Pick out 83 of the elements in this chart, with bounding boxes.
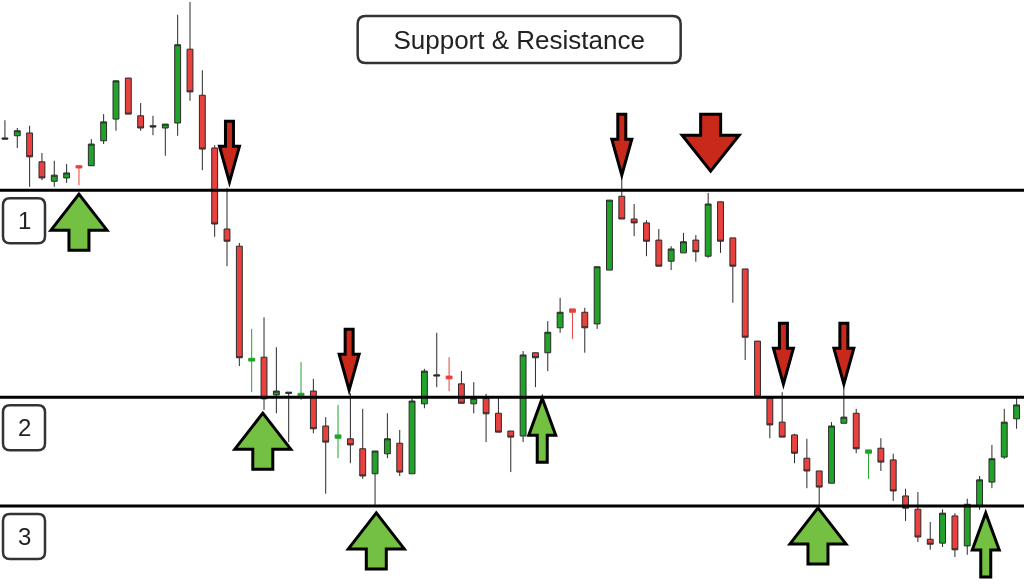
candlestick — [988, 444, 996, 489]
candlestick — [729, 237, 737, 304]
candlestick — [680, 232, 687, 254]
candlestick — [741, 268, 749, 361]
candlestick — [13, 127, 21, 149]
candlestick — [433, 332, 441, 388]
candlestick — [828, 421, 835, 484]
candlestick — [939, 508, 947, 548]
annotation: 1 — [18, 207, 32, 234]
candlestick — [272, 346, 280, 414]
candlestick — [149, 115, 157, 136]
candlestick — [186, 1, 194, 102]
candlestick — [63, 163, 71, 184]
candlestick — [507, 430, 515, 473]
candlestick — [519, 350, 527, 443]
candlestick — [643, 219, 650, 257]
annotation: 2 — [18, 414, 32, 441]
candlestick — [717, 201, 724, 254]
candlestick — [1000, 408, 1008, 460]
candlestick — [494, 397, 502, 433]
candlestick — [211, 144, 219, 238]
candlestick — [420, 368, 428, 409]
annotation: 3 — [18, 523, 32, 550]
candlestick — [383, 412, 391, 459]
candlestick — [951, 512, 959, 558]
candlestick — [285, 391, 293, 443]
candlestick — [692, 234, 700, 263]
candlestick — [840, 387, 848, 424]
candlestick — [544, 320, 552, 372]
candlestick — [852, 408, 860, 454]
candlestick — [297, 361, 305, 401]
candlestick — [976, 475, 984, 511]
candlestick — [926, 521, 934, 551]
candlestick — [198, 69, 206, 171]
candlestick — [26, 125, 34, 188]
candlestick — [470, 381, 478, 414]
candlestick — [235, 242, 243, 367]
candlestick — [556, 297, 564, 334]
candlestick — [124, 77, 132, 115]
candlestick — [581, 307, 589, 354]
candlestick — [112, 80, 120, 132]
candlestick — [174, 14, 182, 137]
candlestick — [482, 393, 490, 443]
candlestick — [655, 228, 663, 267]
candlestick — [371, 450, 379, 506]
candlestick — [359, 408, 367, 480]
candlestick — [532, 352, 539, 388]
candlestick — [1, 119, 9, 140]
candlestick — [766, 397, 774, 439]
candlestick — [865, 449, 872, 480]
candlestick — [75, 165, 83, 186]
candlestick — [396, 429, 404, 477]
candlestick — [593, 266, 601, 330]
candlestick — [248, 328, 256, 393]
candlestick — [754, 340, 761, 398]
candlestick — [630, 203, 638, 237]
candlestick — [161, 123, 169, 157]
candlestick — [50, 160, 58, 188]
candlestick — [704, 192, 712, 259]
candlestick — [963, 498, 971, 556]
candlestick — [137, 102, 145, 132]
candlestick — [606, 199, 613, 271]
candlestick — [778, 391, 786, 438]
candlestick — [877, 437, 885, 472]
candlestick — [569, 308, 576, 340]
candlestick — [38, 152, 46, 181]
candlestick — [334, 404, 342, 459]
candlestick — [346, 392, 354, 464]
candlestick — [889, 453, 897, 502]
candlestick — [791, 433, 798, 464]
candlestick — [87, 138, 95, 167]
candlestick — [914, 491, 922, 543]
candlestick — [1013, 397, 1021, 430]
candlestick — [322, 416, 330, 495]
text: Support & Resistance — [393, 24, 645, 55]
candlestick — [803, 438, 811, 489]
candlestick — [309, 378, 317, 434]
candlestick — [260, 316, 268, 411]
candlestick — [667, 245, 675, 271]
candlestick — [408, 397, 416, 475]
candlestick — [445, 356, 453, 392]
candlestick — [223, 187, 231, 267]
candlestick — [100, 113, 108, 145]
